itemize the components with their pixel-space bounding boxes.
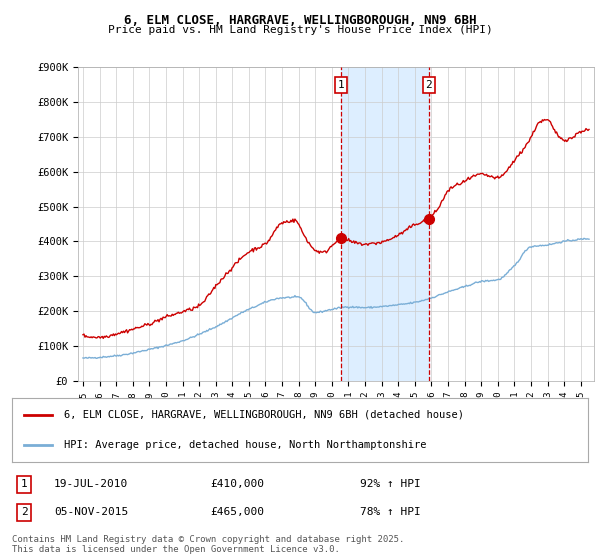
Text: Price paid vs. HM Land Registry's House Price Index (HPI): Price paid vs. HM Land Registry's House … [107, 25, 493, 35]
Text: 19-JUL-2010: 19-JUL-2010 [54, 479, 128, 489]
Text: 2: 2 [425, 80, 432, 90]
Text: 1: 1 [338, 80, 344, 90]
Text: £465,000: £465,000 [210, 507, 264, 517]
Bar [341, 67, 429, 381]
Text: 6, ELM CLOSE, HARGRAVE, WELLINGBOROUGH, NN9 6BH (detached house): 6, ELM CLOSE, HARGRAVE, WELLINGBOROUGH, … [64, 410, 464, 420]
Text: 05-NOV-2015: 05-NOV-2015 [54, 507, 128, 517]
Text: 78% ↑ HPI: 78% ↑ HPI [360, 507, 421, 517]
Text: 1: 1 [20, 479, 28, 489]
Text: HPI: Average price, detached house, North Northamptonshire: HPI: Average price, detached house, Nort… [64, 440, 427, 450]
Text: £410,000: £410,000 [210, 479, 264, 489]
Text: 92% ↑ HPI: 92% ↑ HPI [360, 479, 421, 489]
Text: 2: 2 [20, 507, 28, 517]
Text: 6, ELM CLOSE, HARGRAVE, WELLINGBOROUGH, NN9 6BH: 6, ELM CLOSE, HARGRAVE, WELLINGBOROUGH, … [124, 14, 476, 27]
Text: Contains HM Land Registry data © Crown copyright and database right 2025.
This d: Contains HM Land Registry data © Crown c… [12, 535, 404, 554]
